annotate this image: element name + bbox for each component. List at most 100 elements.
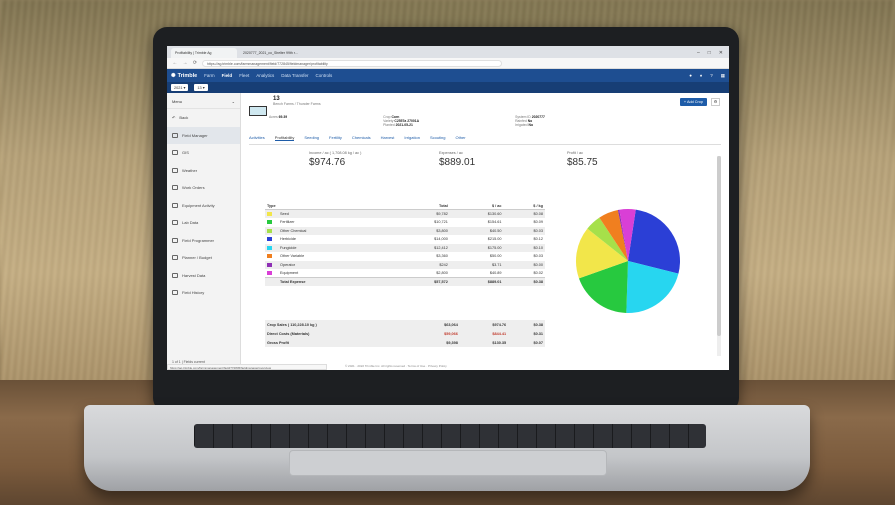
scrollbar[interactable] [717, 156, 721, 356]
cell-per-kg: $0.10 [503, 243, 545, 252]
back-arrow-icon[interactable]: ← [172, 60, 178, 66]
cell-total: $59,066 [411, 329, 460, 338]
laptop-base [84, 405, 810, 491]
total-expense-row: Total Expense $57,572 $889.01 $0.38 [265, 277, 545, 286]
nav-field[interactable]: Field [221, 73, 233, 78]
sidebar-item-weather[interactable]: Weather [167, 162, 240, 180]
tab-profitability[interactable]: Profitability [274, 135, 295, 141]
pie-slice[interactable] [599, 209, 628, 261]
cell-per-ac: $889.01 [449, 277, 504, 286]
tab-activities[interactable]: Activities [249, 135, 265, 140]
cell-per-kg: $0.38 [503, 277, 545, 286]
profit-row: Gross Profit $9,398 $130.35 $0.07 [265, 338, 545, 347]
minimize-icon[interactable]: – [696, 50, 700, 56]
nav-data-transfer[interactable]: Data Transfer [281, 73, 309, 78]
add-crop-button[interactable]: + Add Crop [679, 98, 707, 106]
cell-per-kg: $0.00 [503, 260, 545, 269]
laptop-screen: Profitability | Trimble Ag 2020777_2021_… [167, 46, 729, 370]
income-value: $974.76 [309, 157, 346, 168]
sidebar-item-harvest-data[interactable]: Harvest Data [167, 267, 240, 285]
field-thumbnail[interactable] [249, 106, 267, 116]
close-icon[interactable]: ✕ [718, 50, 723, 56]
pie-slice[interactable] [587, 217, 628, 261]
field-select[interactable]: 13 ▾ [194, 84, 208, 91]
col-total[interactable]: Total [396, 202, 450, 210]
pie-slice[interactable] [617, 209, 628, 261]
pie-slice[interactable] [576, 228, 628, 279]
cell-type: Equipment [265, 269, 396, 278]
sidebar-item-field-programmer[interactable]: Field Programmer [167, 232, 240, 250]
main-content: 13 Bench Farms / Thunder Farms Acres 69.… [241, 93, 729, 370]
help-icon[interactable]: ? [710, 72, 713, 78]
nav-analytics[interactable]: Analytics [256, 73, 275, 78]
maximize-icon[interactable]: □ [707, 50, 711, 56]
field-tabs: Activities Profitability Seeding Fertili… [249, 132, 721, 145]
cell-label: Crop Sales ( 110,228.10 kg ) [265, 320, 412, 329]
tractor-icon [172, 202, 178, 208]
pie-slice[interactable] [626, 261, 679, 313]
col-type[interactable]: Type [265, 202, 397, 210]
cell-per-ac: $40.89 [489, 271, 502, 275]
tab-harvest[interactable]: Harvest [380, 135, 395, 140]
sidebar-item-equipment-activity[interactable]: Equipment Activity [167, 197, 240, 215]
field-metadata: Acres 69.39 Crop Corn Variety C2557a 270… [269, 115, 545, 127]
browser-tab-strip: Profitability | Trimble Ag 2020777_2021_… [167, 46, 729, 58]
tab-scouting[interactable]: Scouting [429, 135, 446, 140]
profit-row: Crop Sales ( 110,228.10 kg ) $63,064 $974.… [265, 320, 545, 329]
browser-tab-active[interactable]: Profitability | Trimble Ag [171, 48, 237, 58]
sidebar-item-gis[interactable]: GIS [167, 144, 240, 162]
field-subtitle: Bench Farms / Thunder Farms [273, 102, 321, 106]
profit-per-acre-summary: Profit / ac $85.75 [567, 151, 598, 168]
gear-icon[interactable]: ⚙ [711, 98, 720, 106]
expenses-summary: Expenses / ac $889.01 [439, 151, 476, 168]
sidebar-item-planner-budget[interactable]: Planner / Budget [167, 249, 240, 267]
cell-total: $242 [396, 260, 450, 269]
field-header: 13 Bench Farms / Thunder Farms [249, 96, 721, 132]
sidebar-item-back[interactable]: ↶ Back [172, 115, 189, 121]
legend-swatch [267, 254, 272, 259]
nav-controls[interactable]: Controls [315, 73, 333, 78]
url-field[interactable]: https://ag.trimble.com/farmmanagement/fi… [202, 59, 502, 67]
cell-per-ac: $974.76 [459, 320, 509, 329]
cell-type: Seed [265, 209, 397, 218]
scrollbar-thumb[interactable] [717, 156, 721, 336]
cell-type: Total Expense [265, 277, 397, 286]
tab-other[interactable]: Other [455, 135, 466, 140]
pie-slice[interactable] [619, 209, 636, 261]
cell-label: Gross Profit [265, 338, 412, 347]
tab-chemicals[interactable]: Chemicals [351, 135, 371, 140]
year-select[interactable]: 2021 ▾ [171, 84, 189, 91]
legend-swatch [267, 271, 272, 275]
cell-per-kg: $0.08 [503, 209, 545, 218]
weather-icon [172, 167, 178, 173]
cell-type: Fungicide [265, 243, 397, 252]
user-icon[interactable]: ● [689, 72, 692, 78]
cell-type: Other Chemical [265, 226, 397, 235]
cell-per-kg: $0.38 [508, 320, 545, 329]
col-per-ac[interactable]: $ / ac [449, 202, 504, 210]
table-row: Seed $9,782 $130.60 $0.08 [265, 209, 545, 218]
sidebar-item-lab-data[interactable]: Lab Data [167, 214, 240, 232]
tab-irrigation[interactable]: Irrigation [404, 135, 420, 140]
nav-fleet[interactable]: Fleet [239, 73, 250, 78]
reload-icon[interactable]: ⟳ [192, 60, 198, 66]
forward-arrow-icon[interactable]: → [182, 60, 188, 66]
table-row: Fertilizer $10,721 $154.61 $0.09 [265, 218, 545, 227]
cell-label: Direct Costs (Materials) [265, 329, 412, 338]
table-row: Herbicide $14,000 $215.00 $0.12 [265, 235, 545, 244]
col-per-kg[interactable]: $ / kg [503, 202, 545, 210]
trimble-logo[interactable]: ✺ Trimble [171, 72, 198, 79]
apps-grid-icon[interactable]: ▦ [720, 72, 725, 78]
notifications-icon[interactable]: ♦ [699, 72, 703, 78]
address-bar: ← → ⟳ https://ag.trimble.com/farmmanagem… [167, 58, 729, 69]
tab-seeding[interactable]: Seeding [304, 135, 320, 140]
browser-tab[interactable]: 2020777_2021_co_Shelter 99th r... [239, 48, 305, 58]
sidebar-item-field-history[interactable]: Field History [167, 284, 240, 302]
sidebar-item-field-manager[interactable]: Field Manager [167, 126, 240, 144]
pie-slice[interactable] [578, 261, 628, 313]
tab-fertility[interactable]: Fertility [329, 135, 342, 140]
pie-slice[interactable] [628, 209, 680, 274]
nav-farm[interactable]: Farm [204, 73, 215, 78]
sidebar-item-work-orders[interactable]: Work Orders [167, 179, 240, 197]
chevron-down-icon[interactable]: ⌄ [231, 99, 235, 104]
